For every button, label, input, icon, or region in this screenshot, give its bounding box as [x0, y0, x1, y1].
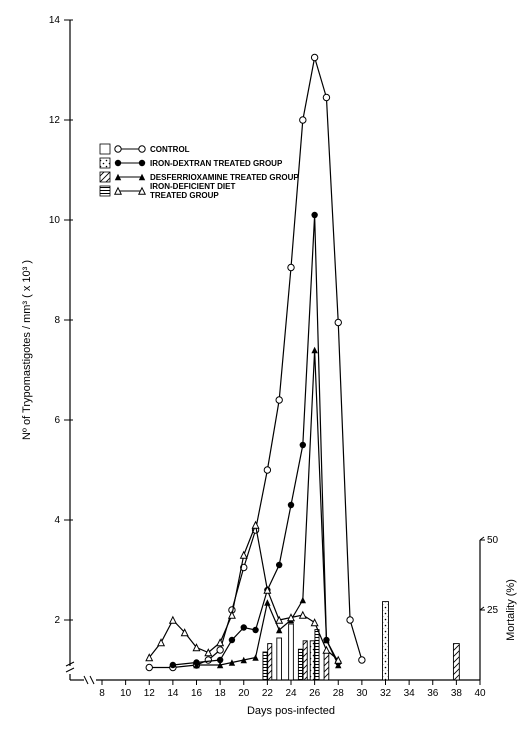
- mortality-bar: [289, 624, 294, 680]
- svg-text:Nº of Trypomastigotes / mm³ (: Nº of Trypomastigotes / mm³ ( x 10³ ): [21, 260, 33, 440]
- mortality-bar: [263, 652, 267, 680]
- svg-text:36: 36: [427, 688, 439, 699]
- svg-text:18: 18: [215, 688, 227, 699]
- svg-text:32: 32: [380, 688, 392, 699]
- mortality-bar: [453, 644, 459, 680]
- svg-text:TREATED GROUP: TREATED GROUP: [150, 191, 219, 200]
- legend-label: IRON-DEXTRAN TREATED GROUP: [150, 159, 283, 168]
- svg-text:26: 26: [309, 688, 321, 699]
- svg-text:14: 14: [49, 15, 61, 26]
- svg-text:34: 34: [404, 688, 416, 699]
- svg-text:8: 8: [54, 315, 60, 326]
- svg-text:2: 2: [54, 615, 60, 626]
- svg-text:38: 38: [451, 688, 463, 699]
- svg-text:10: 10: [120, 688, 132, 699]
- legend: [100, 144, 145, 196]
- svg-text:Mortality (%): Mortality (%): [505, 579, 517, 641]
- chart-svg: 2468101214810121416182022242628303234363…: [0, 0, 527, 734]
- svg-text:22: 22: [262, 688, 274, 699]
- legend-label: CONTROL: [150, 145, 190, 154]
- mortality-bar: [324, 652, 329, 680]
- mortality-bars: [263, 602, 459, 680]
- svg-text:Days pos-infected: Days pos-infected: [247, 705, 335, 717]
- svg-text:4: 4: [54, 515, 60, 526]
- legend-label: DESFERRIOXAMINE TREATED GROUP: [150, 173, 299, 182]
- svg-text:50: 50: [487, 535, 499, 546]
- svg-text:40: 40: [474, 688, 486, 699]
- svg-text:12: 12: [144, 688, 156, 699]
- mortality-bar: [277, 638, 282, 680]
- svg-text:30: 30: [356, 688, 368, 699]
- svg-text:14: 14: [167, 688, 179, 699]
- svg-text:28: 28: [333, 688, 345, 699]
- series-iron-dextran-treated-group: [170, 212, 342, 668]
- mortality-bar: [310, 641, 314, 680]
- mortality-bar: [315, 630, 319, 680]
- svg-text:16: 16: [191, 688, 203, 699]
- legend-label: IRON-DEFICIENT DIET: [150, 182, 235, 191]
- svg-text:8: 8: [99, 688, 105, 699]
- chart-container: 2468101214810121416182022242628303234363…: [0, 0, 527, 734]
- svg-text:24: 24: [285, 688, 297, 699]
- svg-text:12: 12: [49, 115, 61, 126]
- svg-text:25: 25: [487, 605, 499, 616]
- svg-text:20: 20: [238, 688, 250, 699]
- mortality-bar: [298, 649, 302, 680]
- mortality-bar: [268, 644, 272, 680]
- mortality-bar: [383, 602, 389, 680]
- svg-text:6: 6: [54, 415, 60, 426]
- svg-text:10: 10: [49, 215, 61, 226]
- mortality-bar: [303, 641, 307, 680]
